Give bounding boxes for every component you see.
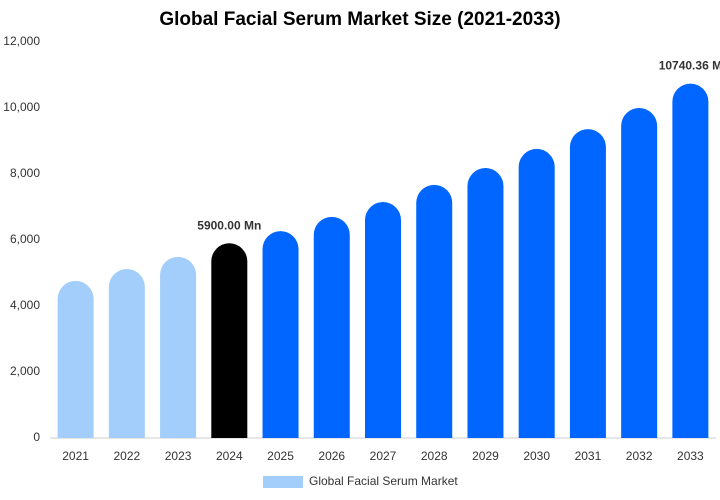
- bar: [108, 269, 145, 438]
- bar: [467, 168, 504, 439]
- x-tick-label: 2024: [216, 449, 243, 463]
- y-tick-label: 4,000: [10, 298, 40, 312]
- y-tick-label: 10,000: [3, 100, 40, 114]
- value-label: 10740.36 M: [659, 59, 720, 73]
- bar: [518, 148, 555, 439]
- bar: [313, 216, 350, 438]
- bar: [672, 83, 709, 439]
- bar: [569, 129, 606, 438]
- bar: [211, 243, 248, 438]
- legend-label: Global Facial Serum Market: [309, 474, 458, 488]
- bar: [621, 108, 658, 438]
- y-tick-label: 8,000: [10, 166, 40, 180]
- x-tick-label: 2027: [370, 449, 397, 463]
- x-tick-label: 2030: [523, 449, 550, 463]
- x-tick-label: 2028: [421, 449, 448, 463]
- bar: [160, 256, 197, 438]
- value-label: 5900.00 Mn: [197, 218, 261, 232]
- x-tick-label: 2031: [575, 449, 602, 463]
- bar: [262, 231, 299, 438]
- x-tick-label: 2022: [113, 449, 140, 463]
- chart-title: Global Facial Serum Market Size (2021-20…: [159, 9, 560, 30]
- x-tick-label: 2023: [165, 449, 192, 463]
- y-tick-label: 0: [33, 430, 40, 444]
- x-tick-label: 2032: [626, 449, 653, 463]
- y-tick-label: 2,000: [10, 364, 40, 378]
- legend-swatch: [263, 476, 303, 488]
- bar: [416, 184, 453, 438]
- bar: [57, 280, 94, 438]
- y-tick-label: 12,000: [3, 34, 40, 48]
- x-tick-label: 2021: [62, 449, 89, 463]
- x-tick-label: 2033: [677, 449, 704, 463]
- bar: [365, 202, 401, 438]
- x-tick-label: 2026: [318, 449, 345, 463]
- x-tick-label: 2025: [267, 449, 294, 463]
- y-tick-label: 6,000: [10, 232, 40, 246]
- x-tick-label: 2029: [472, 449, 499, 463]
